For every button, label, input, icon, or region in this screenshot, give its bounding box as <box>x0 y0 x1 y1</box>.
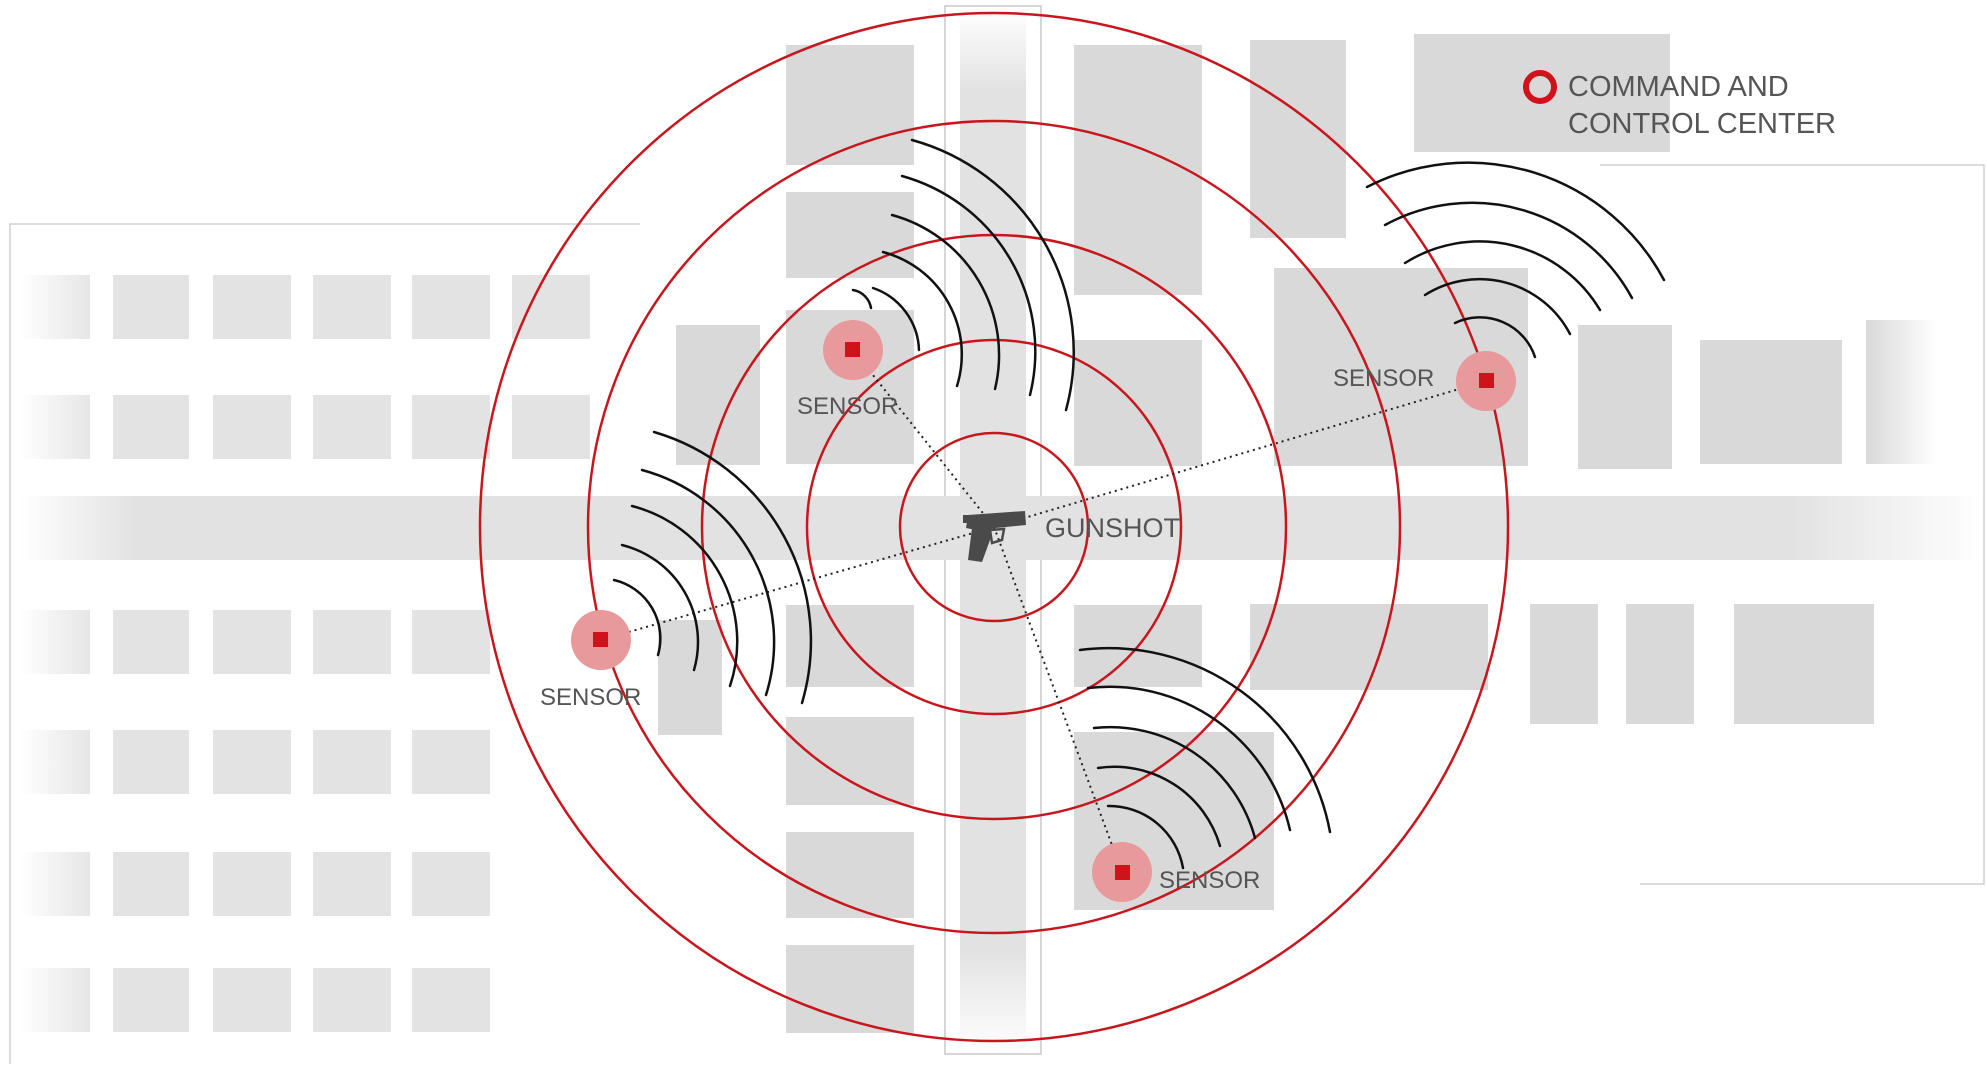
sensor-marker-icon <box>593 632 608 647</box>
legend-line-1: COMMAND AND <box>1568 71 1789 103</box>
legend: COMMAND AND CONTROL CENTER <box>1523 70 1836 140</box>
ring-4 <box>586 119 1402 935</box>
ring-5 <box>478 11 1510 1043</box>
sensor-label: SENSOR <box>540 684 641 711</box>
sensor-label: SENSOR <box>1159 867 1260 894</box>
sensor-label: SENSOR <box>797 393 898 420</box>
sound-waves <box>612 138 1666 870</box>
sensor-top-left: SENSOR <box>797 320 898 420</box>
sensor-marker-icon <box>1115 865 1130 880</box>
sensor-marker-icon <box>1479 373 1494 388</box>
sensor-label: SENSOR <box>1333 365 1434 392</box>
ring-2 <box>805 338 1183 716</box>
sensor-left: SENSOR <box>540 610 641 711</box>
detection-lines <box>600 349 1487 873</box>
pistol-icon <box>963 511 1026 562</box>
waves-sensor-bottom <box>1078 646 1332 870</box>
waves-sensor-left <box>612 430 813 705</box>
left-city-blocks <box>20 275 590 1032</box>
sensors: SENSOR SENSOR SENSOR SENSOR <box>540 320 1516 902</box>
sensor-top-right: SENSOR <box>1333 351 1516 411</box>
roads <box>20 8 1987 1054</box>
waves-sensor-top-right <box>1365 161 1666 359</box>
gunshot-marker: GUNSHOT <box>963 511 1180 562</box>
legend-line-2: CONTROL CENTER <box>1568 108 1836 140</box>
gunshot-label: GUNSHOT <box>1045 513 1180 543</box>
sensor-bottom: SENSOR <box>1092 842 1260 902</box>
sensor-marker-icon <box>845 342 860 357</box>
ring-1 <box>898 431 1090 623</box>
ring-marker-icon <box>1523 70 1557 104</box>
waves-sensor-top-left <box>851 138 1075 412</box>
